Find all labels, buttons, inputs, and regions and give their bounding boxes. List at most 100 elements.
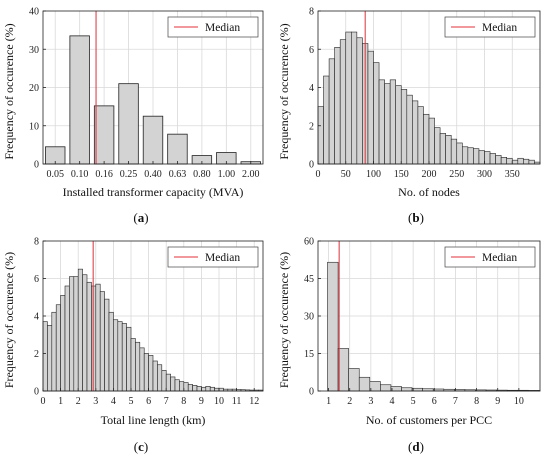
xtick-label-c: 3 — [93, 396, 98, 407]
bar-b-9 — [367, 50, 374, 165]
bar-c-19 — [126, 326, 132, 392]
bar-b-33 — [500, 157, 507, 165]
chart-c-caption-letter: c — [138, 439, 144, 454]
bar-c-16 — [113, 319, 119, 392]
xtick-label-a: 0.80 — [193, 169, 211, 180]
bar-b-26 — [462, 146, 469, 165]
bar-c-33 — [187, 384, 193, 392]
xtick-label-b: 150 — [394, 169, 409, 180]
bar-d-1 — [337, 348, 349, 392]
xtick-label-a: 0.25 — [120, 169, 138, 180]
xtick-label-b: 200 — [422, 169, 437, 180]
ytick-label-b: 0 — [309, 160, 314, 171]
bar-c-17 — [117, 321, 123, 392]
xtick-label-c: 6 — [146, 396, 151, 407]
ytick-label-a: 10 — [29, 121, 39, 132]
xtick-label-a: 0.05 — [46, 169, 64, 180]
bar-b-0 — [317, 106, 324, 165]
xtick-label-a: 0.10 — [71, 169, 89, 180]
bar-a-3 — [118, 83, 139, 165]
bar-b-12 — [384, 83, 391, 165]
bar-b-19 — [423, 113, 430, 165]
bar-c-14 — [104, 298, 110, 392]
bar-d-7 — [401, 387, 413, 392]
bar-b-21 — [434, 127, 441, 165]
legend-box-d — [444, 246, 536, 268]
bar-c-1 — [47, 325, 53, 392]
xtick-label-a: 0.16 — [95, 169, 113, 180]
xtick-label-b: 50 — [341, 169, 351, 180]
ytick-label-b: 4 — [309, 83, 314, 94]
bar-d-8 — [411, 387, 423, 392]
bar-c-26 — [157, 364, 163, 392]
bar-b-5 — [345, 31, 352, 165]
chart-a-caption-letter: a — [137, 210, 145, 225]
bar-b-37 — [523, 158, 530, 165]
bar-c-3 — [55, 304, 61, 392]
ytick-label-a: 30 — [29, 45, 39, 56]
y-axis-label-c: Frequency of occurence (%) — [2, 252, 16, 388]
xtick-label-a: 0.40 — [144, 169, 162, 180]
bar-b-4 — [339, 39, 347, 165]
bar-b-7 — [356, 37, 363, 165]
bar-b-1 — [323, 75, 330, 165]
bar-c-10 — [86, 281, 92, 392]
bar-c-8 — [77, 268, 83, 392]
xtick-label-c: 0 — [41, 396, 46, 407]
bar-c-27 — [161, 370, 167, 392]
legend-label-c: Median — [205, 252, 240, 264]
chart-d-caption: (d) — [408, 439, 424, 454]
ytick-label-a: 0 — [34, 160, 39, 171]
chart-b-svg: 0 2 4 6 8 0 50 100 150 200 250 300 350 No. of nodes Fr… — [277, 7, 541, 199]
ytick-label-d: 15 — [304, 349, 314, 360]
ytick-label-d: 30 — [304, 312, 314, 323]
bar-b-30 — [484, 151, 491, 165]
ytick-label-d: 0 — [309, 387, 314, 398]
bar-d-6 — [390, 386, 402, 392]
xtick-label-d: 7 — [453, 396, 458, 407]
bar-c-30 — [174, 379, 180, 392]
xtick-label-a: 2.00 — [242, 169, 260, 180]
bar-c-38 — [209, 386, 215, 392]
ytick-label-b: 8 — [309, 7, 314, 18]
legend-box-a — [167, 16, 259, 38]
bar-d-0 — [327, 261, 339, 392]
xtick-label-c: 11 — [232, 396, 242, 407]
bar-b-36 — [517, 157, 524, 165]
bar-b-22 — [439, 133, 446, 165]
chart-panel-a: 0 10 20 30 40 0.05 0.10 0.16 0.25 0.40 0.63 0.80 1.0… — [0, 0, 275, 231]
bar-c-35 — [196, 386, 202, 392]
chart-a-caption: (a) — [133, 210, 149, 225]
x-axis-label-d: No. of customers per PCC — [366, 413, 492, 427]
chart-d-caption-letter: d — [412, 439, 420, 454]
bar-c-20 — [130, 338, 136, 392]
bar-b-3 — [334, 47, 341, 165]
xtick-label-b: 100 — [366, 169, 381, 180]
bar-c-2 — [51, 311, 57, 392]
legend-label-b: Median — [482, 22, 517, 34]
legend-label-d: Median — [482, 252, 517, 264]
xtick-label-b: 0 — [316, 169, 321, 180]
xtick-label-a: 0.63 — [169, 169, 187, 180]
chart-panel-d: 0 15 30 45 60 1 2 3 4 5 6 7 8 9 10 No. of customers per… — [275, 231, 550, 462]
bar-a-5 — [167, 133, 188, 165]
bar-b-35 — [511, 159, 519, 165]
bar-c-13 — [99, 291, 105, 392]
bar-b-6 — [351, 31, 358, 165]
ytick-label-c: 0 — [34, 387, 39, 398]
chart-a-svg: 0 10 20 30 40 0.05 0.10 0.16 0.25 0.40 0.63 0.80 1.0… — [2, 7, 264, 199]
xtick-label-a: 1.00 — [218, 169, 236, 180]
xtick-label-c: 5 — [129, 396, 134, 407]
bar-c-15 — [108, 311, 114, 392]
x-axis-label-b: No. of nodes — [398, 185, 460, 199]
y-axis-label-a: Frequency of occurence (%) — [2, 23, 16, 159]
bar-c-5 — [64, 285, 70, 392]
xtick-label-c: 4 — [111, 396, 116, 407]
bar-b-18 — [417, 106, 424, 165]
bar-a-4 — [142, 115, 164, 165]
bar-c-24 — [148, 355, 154, 392]
ytick-label-b: 2 — [309, 121, 314, 132]
ytick-label-a: 20 — [29, 83, 39, 94]
bar-c-0 — [42, 321, 48, 392]
ytick-label-b: 6 — [309, 45, 314, 56]
